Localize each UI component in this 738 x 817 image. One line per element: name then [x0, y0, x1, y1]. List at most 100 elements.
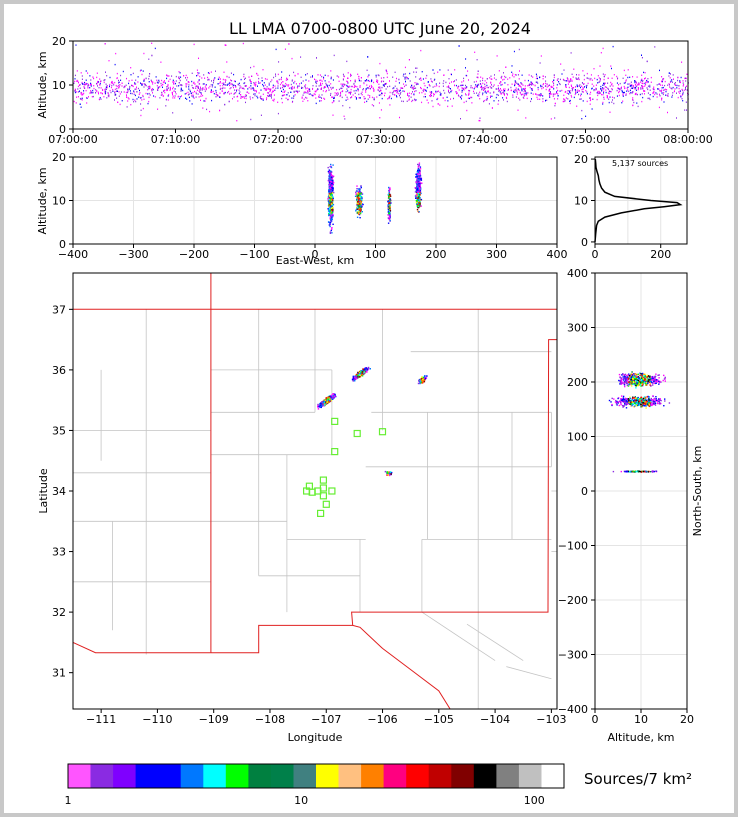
time-height-source — [502, 97, 504, 99]
time-height-source — [202, 94, 204, 97]
time-height-source — [97, 80, 99, 83]
time-height-source — [650, 81, 652, 83]
time-height-source — [442, 97, 444, 99]
time-height-source — [127, 91, 129, 94]
time-height-source — [595, 89, 597, 91]
time-height-source — [294, 80, 296, 83]
time-height-source — [220, 87, 222, 90]
time-height-source — [524, 88, 526, 91]
ew-height-source — [419, 197, 421, 199]
ew-height-source — [357, 196, 359, 198]
time-height-source — [586, 100, 588, 103]
time-height-source — [618, 90, 620, 93]
ew-height-source — [358, 207, 361, 209]
time-height-source — [429, 85, 431, 87]
ew-height-xtick-label: −100 — [239, 248, 269, 261]
time-height-source — [431, 81, 433, 83]
time-height-source — [176, 85, 178, 87]
time-height-source — [354, 79, 356, 81]
ew-height-source — [360, 198, 363, 201]
time-height-source — [323, 87, 325, 89]
time-height-source — [476, 86, 478, 88]
time-height-source — [541, 94, 542, 96]
time-height-source — [275, 48, 277, 51]
time-height-source — [597, 90, 599, 93]
time-height-source — [315, 81, 317, 83]
time-height-source — [505, 76, 507, 79]
ew-height-source — [360, 206, 362, 208]
time-height-source — [285, 97, 287, 99]
time-height-source — [214, 77, 216, 79]
time-height-source — [306, 90, 308, 92]
time-height-source — [437, 90, 439, 92]
time-height-source — [244, 82, 246, 84]
ew-height-source — [418, 178, 420, 181]
figure-canvas: LL LMA 0700-0800 UTC June 20, 2024 Altit… — [36, 19, 713, 807]
time-height-source — [174, 88, 176, 90]
time-height-source — [349, 106, 351, 109]
time-height-source — [305, 92, 307, 94]
time-height-source — [498, 87, 499, 89]
time-height-source — [285, 79, 287, 81]
plan-view-source — [331, 397, 334, 399]
time-height-source — [482, 87, 484, 89]
time-height-source — [247, 88, 249, 90]
time-height-source — [499, 89, 500, 91]
time-height-source — [224, 87, 226, 89]
time-height-source — [313, 93, 315, 95]
time-height-source — [316, 80, 318, 82]
time-height-source — [171, 91, 173, 94]
time-height-source — [414, 82, 416, 84]
time-height-source — [682, 100, 684, 102]
time-height-source — [628, 90, 630, 93]
figure-frame: LL LMA 0700-0800 UTC June 20, 2024 Altit… — [4, 4, 734, 813]
ew-height-source — [389, 204, 391, 206]
histogram-xtick-label: 200 — [650, 248, 671, 261]
time-height-source — [556, 87, 558, 89]
time-height-source — [230, 72, 232, 74]
time-height-source — [151, 89, 153, 91]
ew-height-source — [328, 174, 331, 176]
time-height-source — [622, 95, 624, 97]
time-height-source — [681, 98, 683, 100]
time-height-source — [283, 84, 285, 87]
time-height-source — [243, 96, 245, 98]
ew-height-source — [416, 186, 419, 189]
time-height-source — [200, 95, 202, 97]
time-height-source — [315, 81, 317, 84]
time-height-source — [230, 87, 232, 89]
time-height-source — [515, 96, 517, 98]
time-height-source — [252, 97, 254, 99]
time-height-source — [375, 74, 377, 77]
time-height-source — [167, 85, 169, 87]
time-height-source — [255, 81, 257, 84]
time-height-source — [589, 97, 590, 99]
time-height-source — [516, 91, 518, 93]
time-height-source — [228, 76, 230, 79]
time-height-source — [538, 94, 540, 96]
time-height-source — [536, 94, 538, 96]
time-height-source — [570, 92, 572, 94]
time-height-source — [649, 84, 651, 87]
time-height-source — [466, 109, 468, 112]
time-height-source — [275, 87, 277, 89]
plan-view-source — [321, 401, 323, 403]
time-height-source — [332, 87, 334, 89]
time-height-source — [489, 85, 491, 88]
time-height-source — [662, 78, 664, 80]
time-height-source — [314, 78, 315, 80]
time-height-source — [272, 84, 274, 86]
ew-height-source — [329, 195, 332, 197]
time-height-source — [528, 84, 530, 86]
time-height-source — [605, 91, 607, 94]
time-height-source — [549, 88, 551, 90]
time-height-source — [506, 100, 508, 103]
time-height-source — [640, 87, 642, 89]
time-height-source — [612, 96, 614, 98]
ew-height-source — [330, 163, 332, 166]
time-height-source — [271, 79, 273, 81]
time-height-source — [573, 96, 575, 99]
time-height-source — [575, 92, 577, 94]
time-height-source — [442, 85, 444, 87]
time-height-source — [350, 97, 352, 99]
